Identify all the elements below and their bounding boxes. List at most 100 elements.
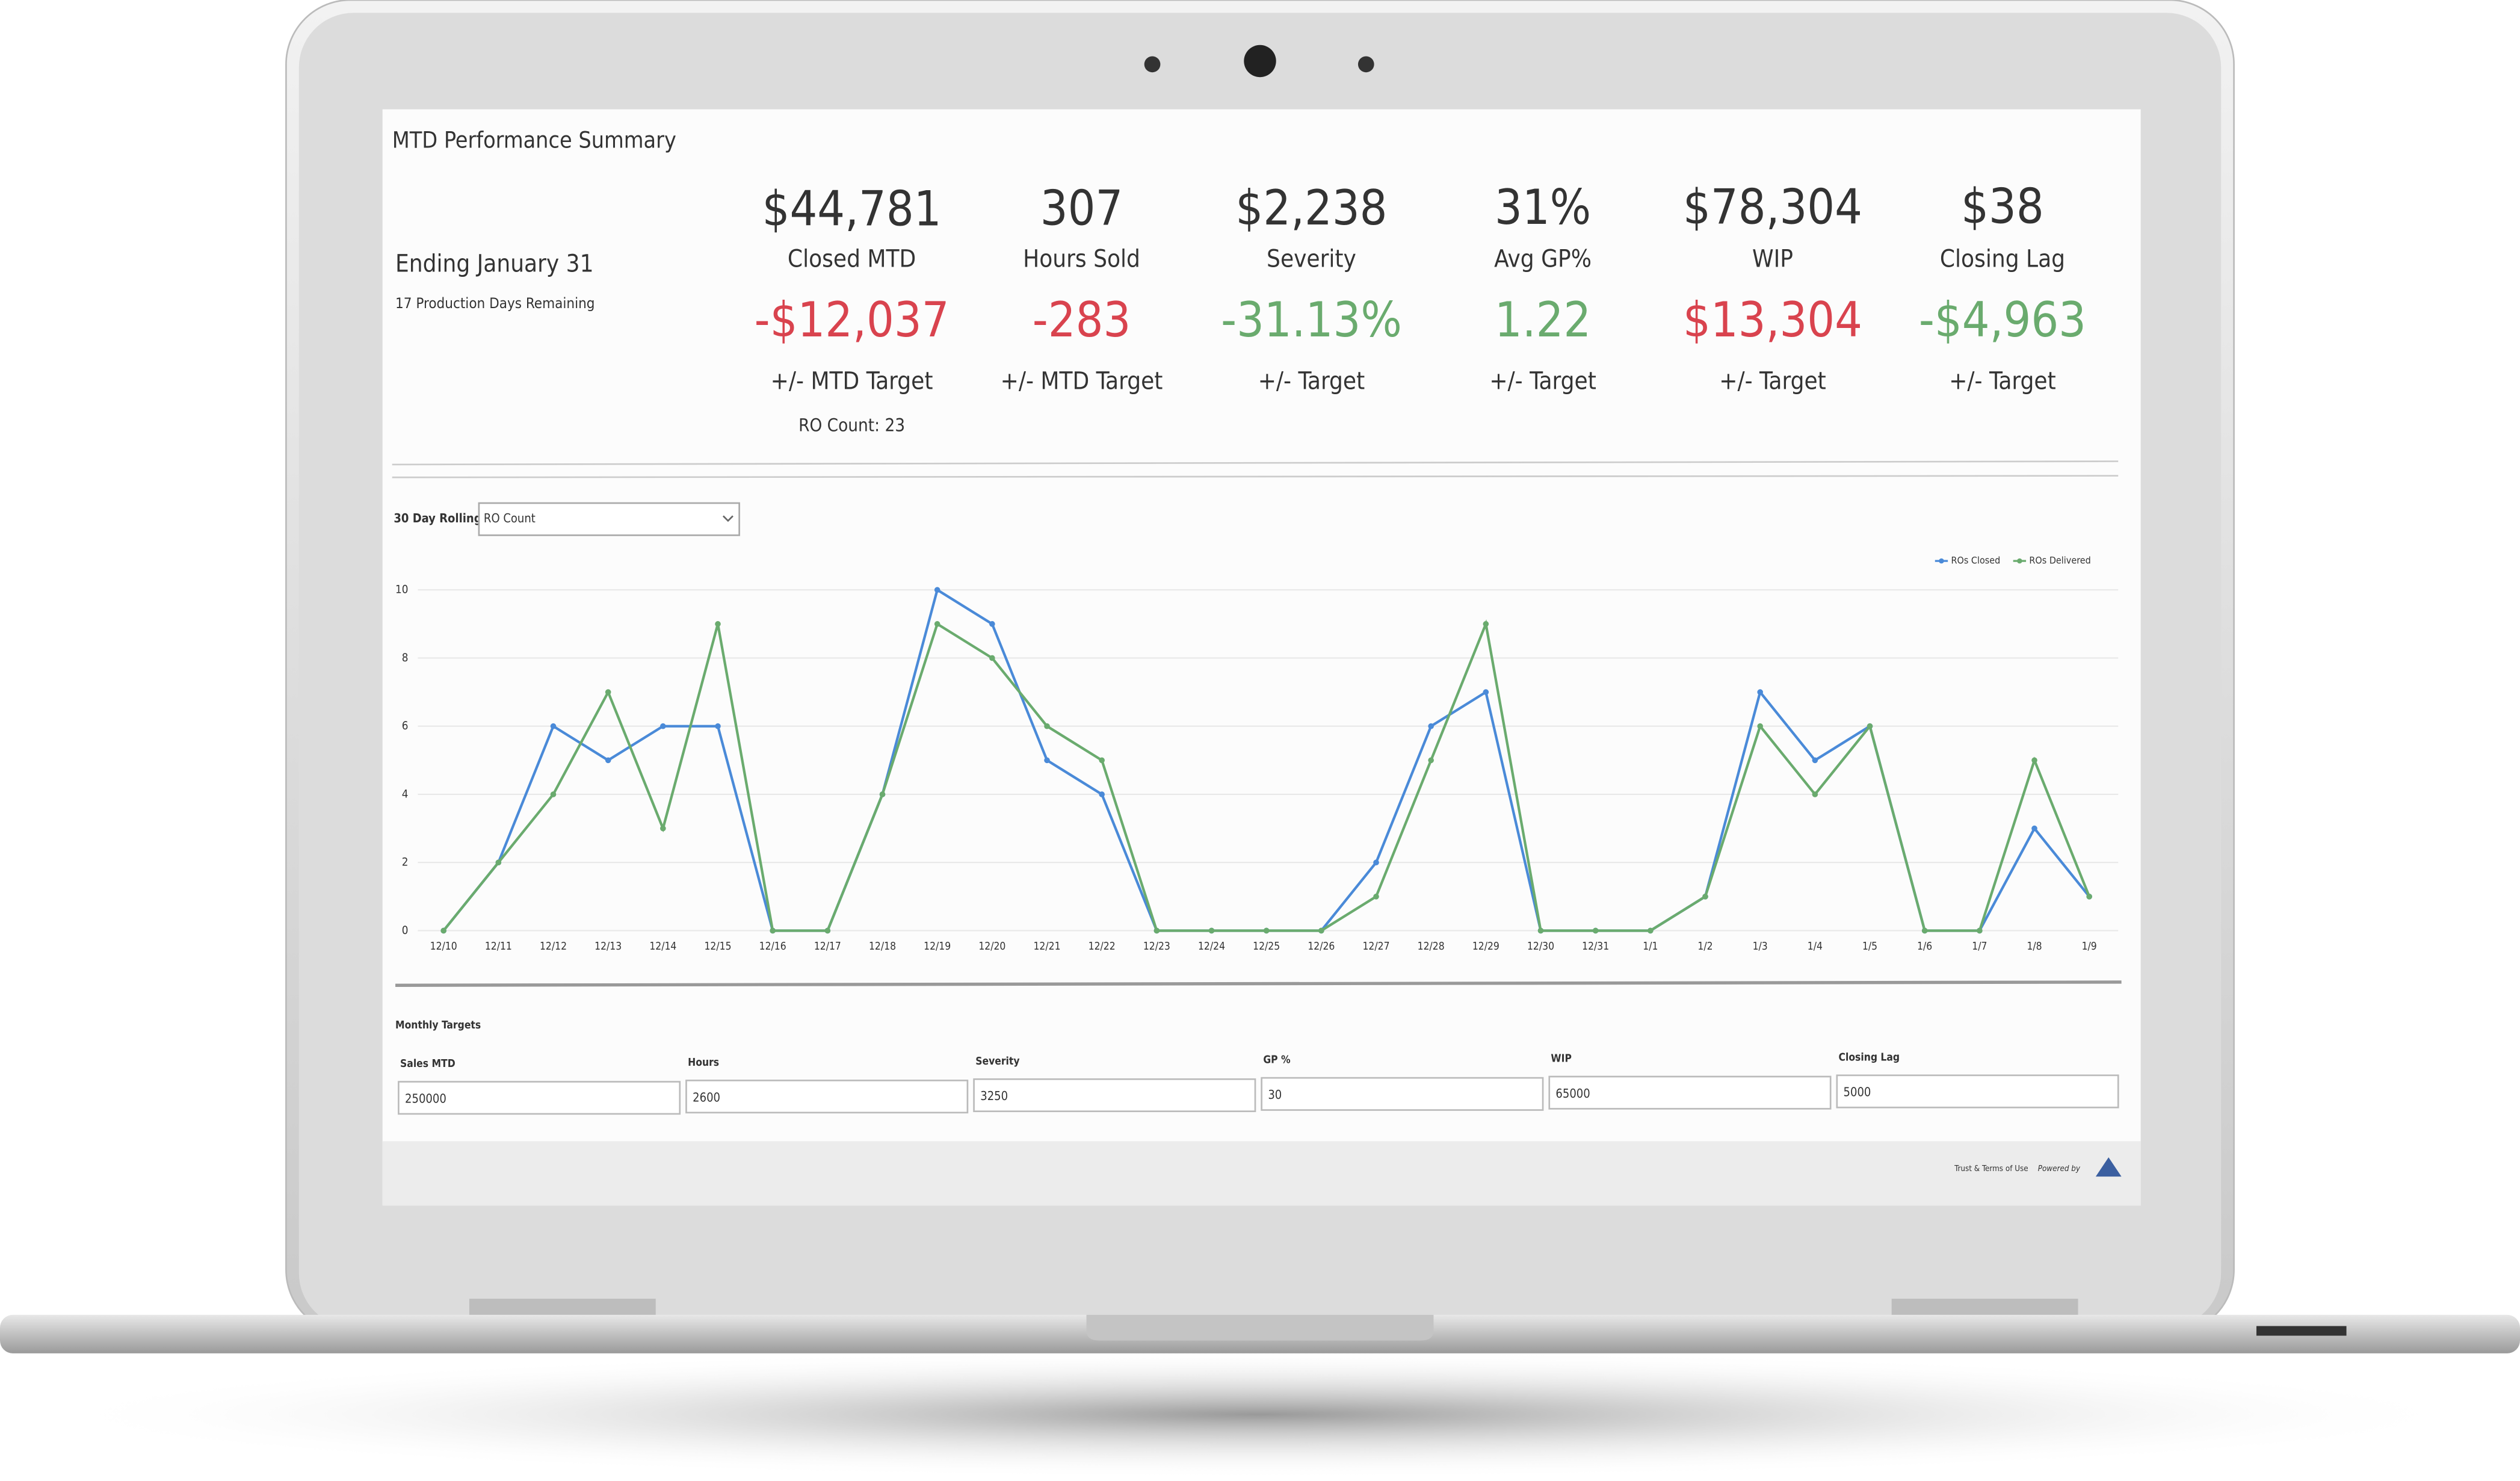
- kpi-delta: $13,304: [1683, 292, 1862, 348]
- point: [1099, 791, 1105, 797]
- kpi-delta-label: +/- Target: [1258, 368, 1365, 395]
- kpi-delta-label: +/- MTD Target: [1001, 368, 1163, 395]
- kpi-label: Closed MTD: [788, 246, 916, 273]
- x-tick-label: 12/21: [1034, 941, 1061, 953]
- point: [1428, 723, 1434, 729]
- metric-select-value[interactable]: RO Count: [484, 511, 536, 525]
- point: [934, 587, 940, 593]
- x-tick-label: 1/7: [1972, 941, 1987, 953]
- target-input[interactable]: [1836, 1074, 2119, 1108]
- point: [1812, 791, 1818, 797]
- point: [824, 927, 831, 934]
- target-value[interactable]: 5000: [1844, 1085, 1871, 1099]
- target-label: GP %: [1263, 1054, 1291, 1066]
- x-tick-label: 1/3: [1753, 941, 1768, 953]
- kpi-label: WIP: [1752, 246, 1793, 273]
- title: MTD Performance Summary: [392, 127, 676, 153]
- target-value[interactable]: 250000: [405, 1091, 446, 1105]
- target-value[interactable]: 65000: [1555, 1086, 1590, 1101]
- y-tick-label: 6: [402, 720, 409, 732]
- legend-marker: [2017, 558, 2022, 564]
- legend-marker: [1939, 558, 1944, 564]
- point: [1537, 927, 1544, 934]
- point: [770, 927, 776, 934]
- terms-link[interactable]: Trust & Terms of Use: [1954, 1164, 2028, 1173]
- y-tick-label: 10: [395, 584, 408, 596]
- separator: [392, 460, 2119, 466]
- target-input[interactable]: [685, 1080, 969, 1114]
- hinge: [1891, 1299, 2078, 1315]
- period: Ending January 31: [395, 250, 593, 278]
- target-label: Sales MTD: [400, 1058, 456, 1070]
- point: [1702, 894, 1708, 900]
- point: [1099, 757, 1105, 764]
- x-tick-label: 12/28: [1418, 941, 1445, 953]
- notch: [1086, 1314, 1434, 1341]
- kpi-delta-label: +/- MTD Target: [771, 368, 933, 395]
- x-tick-label: 12/19: [924, 941, 951, 953]
- kpi-label: Avg GP%: [1494, 246, 1592, 273]
- point: [2031, 757, 2037, 764]
- kpi-delta: 1.22: [1495, 292, 1591, 348]
- point: [1921, 927, 1928, 934]
- x-tick-label: 12/26: [1308, 941, 1335, 953]
- point: [1208, 927, 1215, 934]
- target-input[interactable]: [1261, 1077, 1544, 1111]
- point: [495, 859, 502, 866]
- point: [1428, 757, 1434, 764]
- powered-by: Powered by: [2038, 1164, 2081, 1173]
- point: [989, 655, 995, 661]
- point: [1867, 723, 1873, 729]
- target-label: Hours: [688, 1057, 719, 1069]
- sensor: [1357, 56, 1374, 73]
- point: [1648, 927, 1654, 934]
- point: [2031, 825, 2037, 832]
- x-tick-label: 12/23: [1143, 941, 1170, 953]
- target-input[interactable]: [398, 1081, 681, 1115]
- targets-title: Monthly Targets: [395, 1019, 481, 1031]
- x-tick-label: 12/31: [1582, 941, 1609, 953]
- point: [2086, 894, 2093, 900]
- target-value[interactable]: 2600: [693, 1090, 720, 1104]
- target-value[interactable]: 30: [1268, 1087, 1282, 1102]
- x-tick-label: 12/12: [540, 941, 567, 953]
- kpi-value: $44,781: [762, 181, 942, 237]
- point: [1373, 894, 1379, 900]
- point: [879, 791, 886, 797]
- point: [1977, 927, 1983, 934]
- kpi-value: $38: [1961, 179, 2044, 235]
- sensor: [1144, 56, 1161, 73]
- point: [715, 723, 721, 729]
- x-tick-label: 12/10: [430, 941, 457, 953]
- point: [660, 723, 666, 729]
- point: [605, 757, 611, 764]
- metric-select[interactable]: [478, 502, 740, 536]
- x-tick-label: 12/14: [649, 941, 676, 953]
- y-tick-label: 8: [402, 652, 409, 664]
- point: [1483, 621, 1489, 627]
- shadow: [39, 1350, 2481, 1479]
- kpi-label: Severity: [1267, 246, 1356, 273]
- point: [934, 621, 940, 627]
- point: [1044, 723, 1050, 729]
- x-tick-label: 1/9: [2082, 941, 2097, 953]
- x-tick-label: 1/5: [1862, 941, 1877, 953]
- x-tick-label: 12/18: [869, 941, 896, 953]
- kpi-delta-label: +/- Target: [1489, 368, 1596, 395]
- x-tick-label: 12/29: [1472, 941, 1499, 953]
- point: [715, 621, 721, 627]
- point: [1483, 689, 1489, 695]
- target-value[interactable]: 3250: [980, 1089, 1008, 1103]
- screen: MTD Performance Summary Ending January 3…: [382, 109, 2141, 1206]
- target-label: Closing Lag: [1839, 1051, 1900, 1063]
- target-input[interactable]: [973, 1078, 1256, 1113]
- x-tick-label: 12/11: [485, 941, 512, 953]
- kpi-label: Closing Lag: [1940, 246, 2065, 273]
- kpi-value: $78,304: [1683, 179, 1862, 235]
- days-remaining: 17 Production Days Remaining: [395, 295, 594, 312]
- point: [1812, 757, 1818, 764]
- x-tick-label: 1/8: [2027, 941, 2042, 953]
- x-tick-label: 12/13: [594, 941, 622, 953]
- x-tick-label: 12/15: [705, 941, 732, 953]
- target-input[interactable]: [1548, 1075, 1832, 1110]
